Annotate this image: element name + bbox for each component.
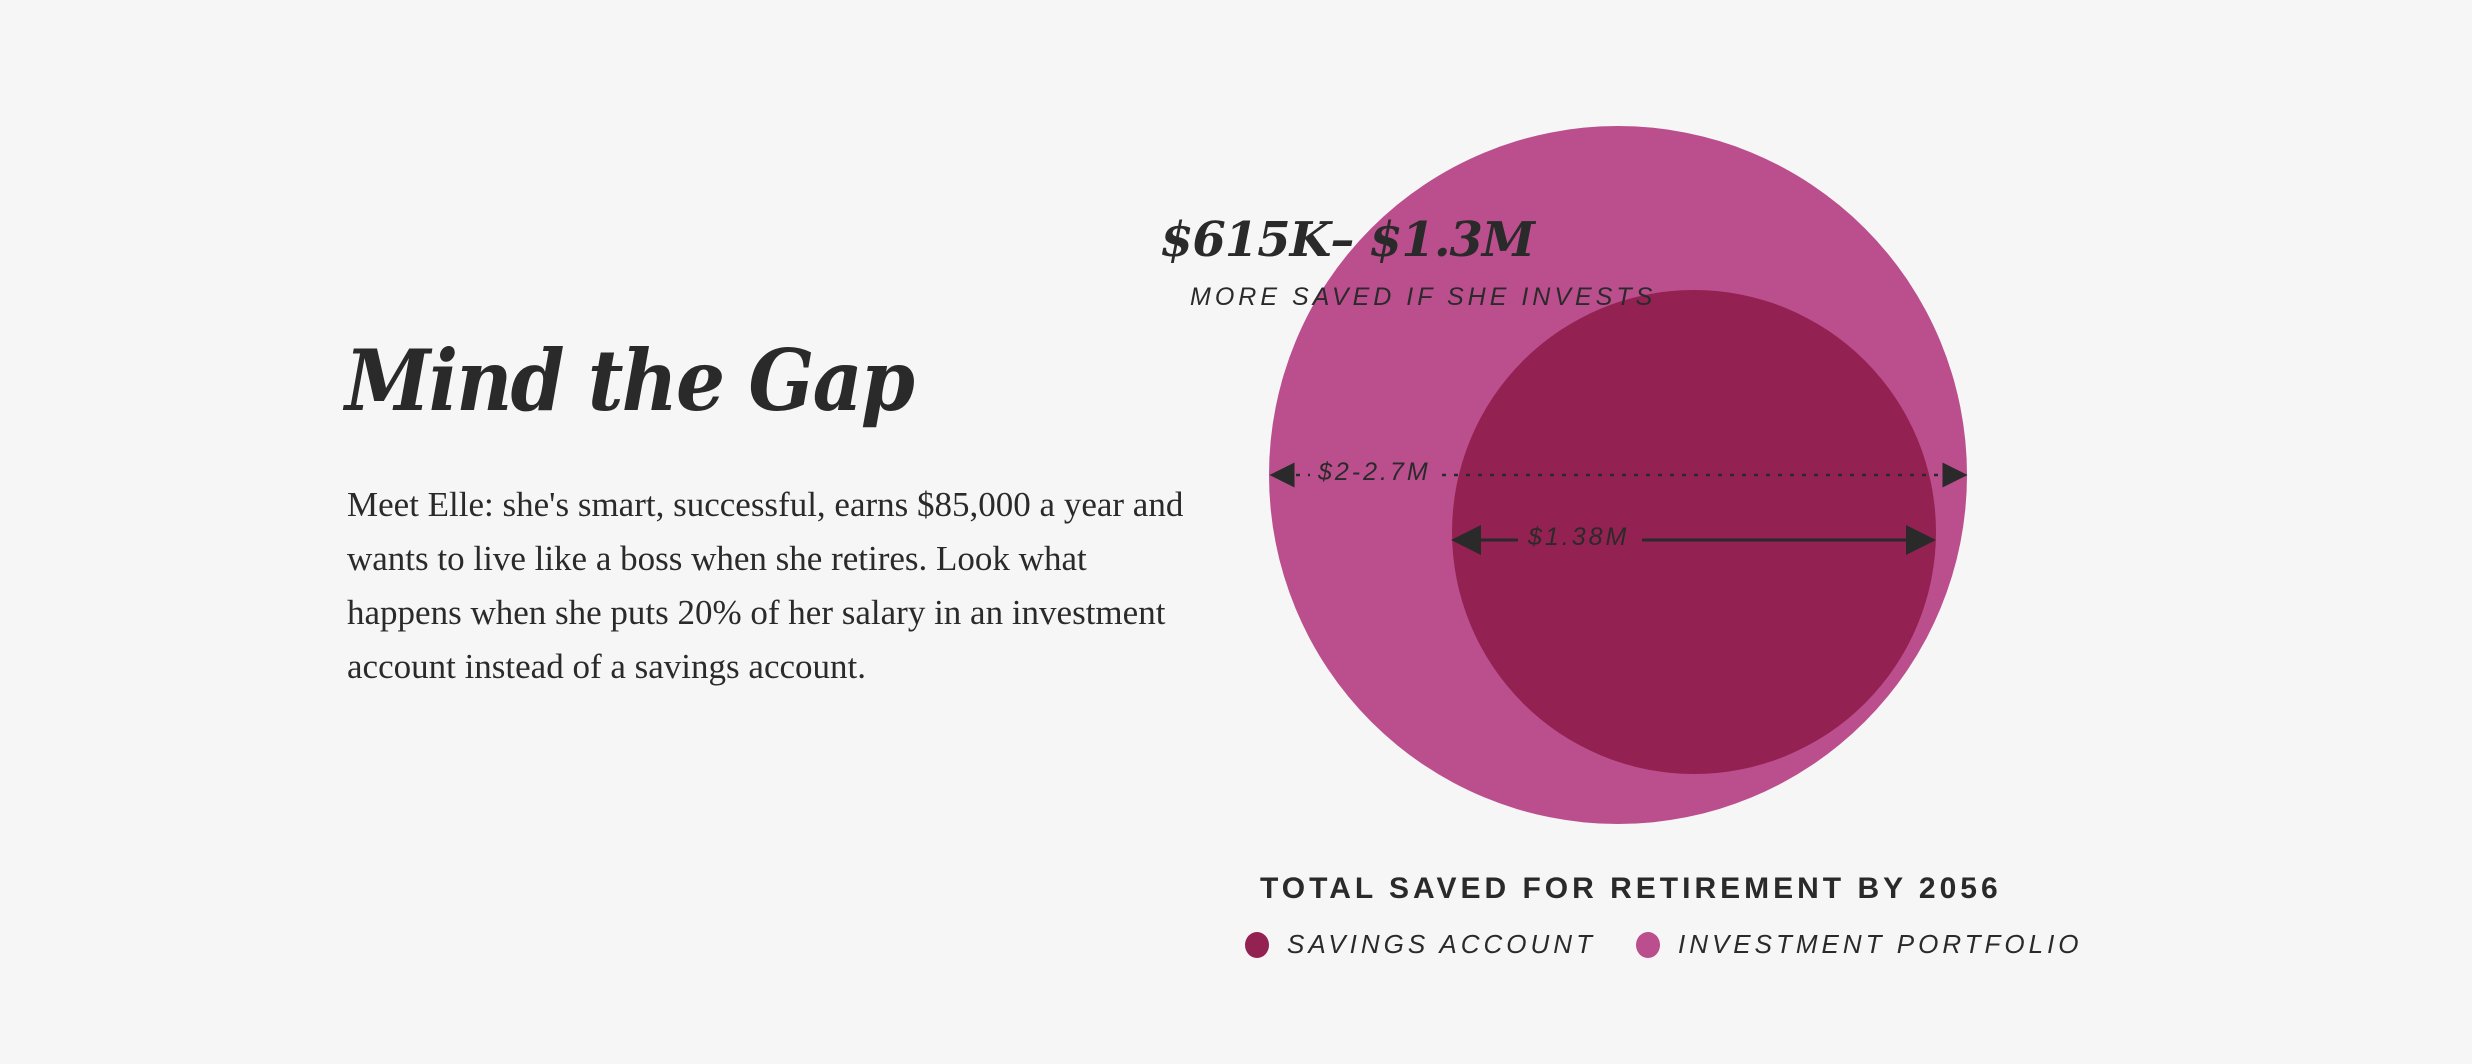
range-subtitle: MORE SAVED IF SHE INVESTS	[1190, 283, 1657, 311]
legend-label-savings: SAVINGS ACCOUNT	[1287, 929, 1596, 959]
page-title: Mind the Gap	[345, 331, 915, 430]
range-headline: $615K– $1.3M	[1160, 212, 1535, 268]
savings-account-circle	[1452, 290, 1936, 774]
chart-caption: TOTAL SAVED FOR RETIREMENT BY 2056	[1260, 872, 2002, 905]
investment-dimension-label: $2-2.7M	[1318, 458, 1431, 486]
investment-swatch-icon	[1635, 931, 1660, 958]
savings-swatch-icon	[1245, 931, 1269, 958]
legend: SAVINGS ACCOUNT INVESTMENT PORTFOLIO	[1245, 929, 2123, 960]
intro-paragraph: Meet Elle: she's smart, successful, earn…	[347, 485, 1184, 686]
legend-label-investment: INVESTMENT PORTFOLIO	[1677, 929, 2083, 959]
legend-item-investment: INVESTMENT PORTFOLIO	[1635, 929, 2083, 960]
legend-item-savings: SAVINGS ACCOUNT	[1245, 929, 1596, 960]
savings-dimension-label: $1.38M	[1528, 523, 1630, 551]
